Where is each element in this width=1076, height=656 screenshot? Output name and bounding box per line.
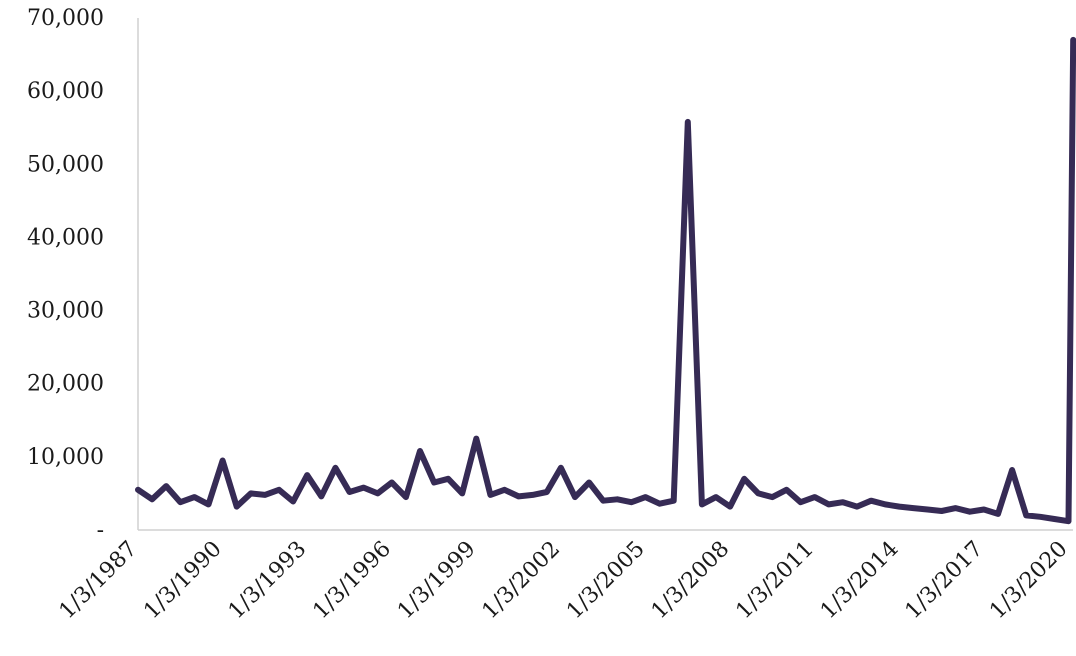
data-point	[262, 492, 268, 498]
data-point	[755, 490, 761, 496]
y-tick-label: 40,000	[27, 225, 104, 250]
data-point	[1070, 37, 1076, 43]
data-point	[657, 501, 663, 507]
data-point	[572, 494, 578, 500]
x-tick-label: 1/3/1987	[55, 537, 143, 625]
data-point	[248, 490, 254, 496]
data-point	[812, 494, 818, 500]
data-point	[826, 501, 832, 507]
data-point	[276, 487, 282, 493]
y-axis: - 10,000 20,000 30,000 40,000 50,000 60,000 70,…	[27, 6, 139, 543]
y-tick-label: 50,000	[27, 152, 104, 177]
x-tick-label: 1/3/1996	[308, 537, 396, 625]
y-tick-label: -	[97, 518, 104, 543]
x-tick-label: 1/3/2008	[647, 537, 735, 625]
x-tick-label: 1/3/1999	[393, 537, 481, 625]
data-point	[149, 496, 155, 502]
data-point	[628, 499, 634, 505]
y-tick-label: 60,000	[27, 79, 104, 104]
data-point	[798, 499, 804, 505]
series-line	[135, 36, 1076, 525]
data-point	[445, 476, 451, 482]
data-point	[614, 496, 620, 502]
data-point	[727, 504, 733, 510]
data-point	[586, 480, 592, 485]
data-point	[925, 507, 930, 512]
x-tick-label: 1/3/2002	[478, 537, 566, 625]
data-point	[967, 509, 973, 515]
data-point	[854, 504, 860, 510]
data-point	[981, 507, 987, 512]
data-point	[417, 448, 423, 454]
x-tick-label: 1/3/2014	[816, 537, 904, 625]
data-point	[304, 472, 310, 478]
data-point	[332, 465, 338, 471]
data-point	[516, 493, 522, 499]
x-tick-label: 1/3/2011	[731, 537, 819, 625]
data-point	[163, 483, 169, 489]
data-point	[1051, 516, 1057, 522]
data-point	[318, 493, 324, 499]
data-point	[290, 499, 296, 504]
x-tick-label: 1/3/1993	[224, 537, 312, 625]
data-point	[558, 465, 564, 471]
data-point	[643, 494, 648, 500]
x-tick-label: 1/3/2020	[985, 537, 1073, 625]
data-point	[135, 487, 141, 493]
data-point	[530, 492, 536, 498]
data-point	[995, 511, 1001, 517]
data-point	[389, 480, 395, 485]
data-point	[1009, 467, 1015, 473]
y-tick-label: 70,000	[27, 6, 104, 31]
data-point	[1037, 514, 1043, 520]
data-point	[741, 476, 747, 482]
data-point	[896, 504, 902, 510]
x-tick-label: 1/3/2005	[562, 537, 650, 625]
data-point	[769, 494, 775, 500]
data-point	[600, 498, 606, 504]
data-point	[671, 498, 677, 504]
y-tick-label: 30,000	[27, 299, 104, 324]
data-point	[403, 494, 409, 500]
x-tick-label: 1/3/2017	[901, 537, 989, 625]
data-point	[206, 501, 211, 507]
data-point	[234, 504, 240, 510]
data-point	[1066, 518, 1071, 524]
y-tick-label: 10,000	[27, 445, 104, 470]
data-point	[868, 498, 874, 504]
x-tick-label: 1/3/1990	[139, 537, 227, 625]
data-point	[713, 494, 719, 500]
y-tick-label: 20,000	[27, 372, 104, 397]
data-point	[544, 489, 550, 495]
data-point	[910, 505, 916, 511]
plot-area	[135, 36, 1076, 525]
data-point	[431, 480, 437, 485]
data-point	[784, 487, 789, 493]
x-axis: 1/3/19871/3/19901/3/19931/3/19961/3/1999…	[55, 529, 1073, 625]
data-point	[953, 505, 959, 511]
data-point	[375, 490, 381, 496]
data-point	[361, 485, 367, 491]
data-point	[347, 489, 352, 495]
data-point	[939, 508, 945, 514]
data-point	[1023, 512, 1029, 518]
data-point	[459, 490, 465, 496]
data-point	[220, 458, 226, 463]
data-point	[487, 492, 493, 498]
data-point	[191, 494, 197, 500]
data-point	[177, 499, 183, 505]
data-point	[699, 501, 705, 507]
data-point	[685, 119, 691, 125]
data-point	[882, 501, 888, 507]
data-point	[502, 487, 507, 493]
data-point	[840, 499, 846, 505]
data-point	[473, 436, 479, 442]
